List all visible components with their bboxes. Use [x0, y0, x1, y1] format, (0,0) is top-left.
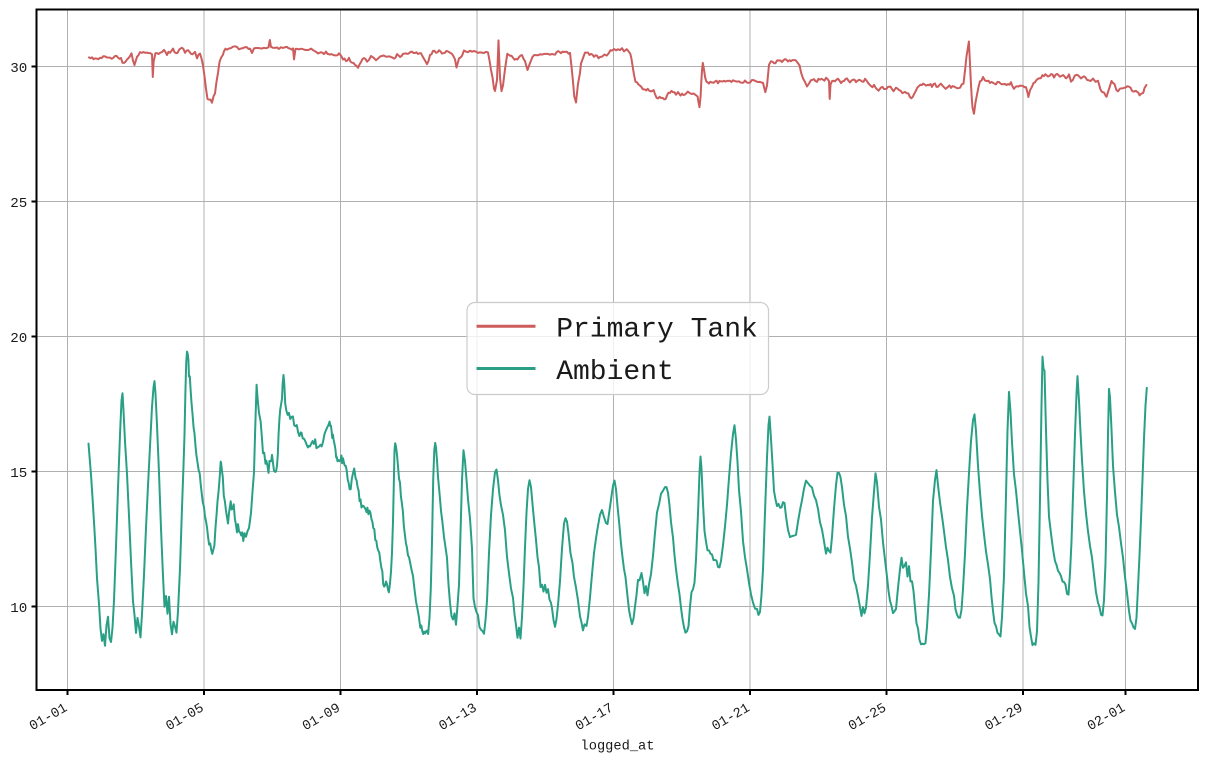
svg-text:15: 15	[10, 466, 27, 482]
svg-text:10: 10	[10, 601, 27, 617]
svg-text:Ambient: Ambient	[556, 357, 674, 388]
svg-text:25: 25	[10, 196, 27, 212]
svg-text:30: 30	[10, 61, 27, 77]
svg-text:20: 20	[10, 331, 27, 347]
svg-text:Primary Tank: Primary Tank	[556, 315, 758, 346]
svg-text:logged_at: logged_at	[581, 740, 655, 755]
